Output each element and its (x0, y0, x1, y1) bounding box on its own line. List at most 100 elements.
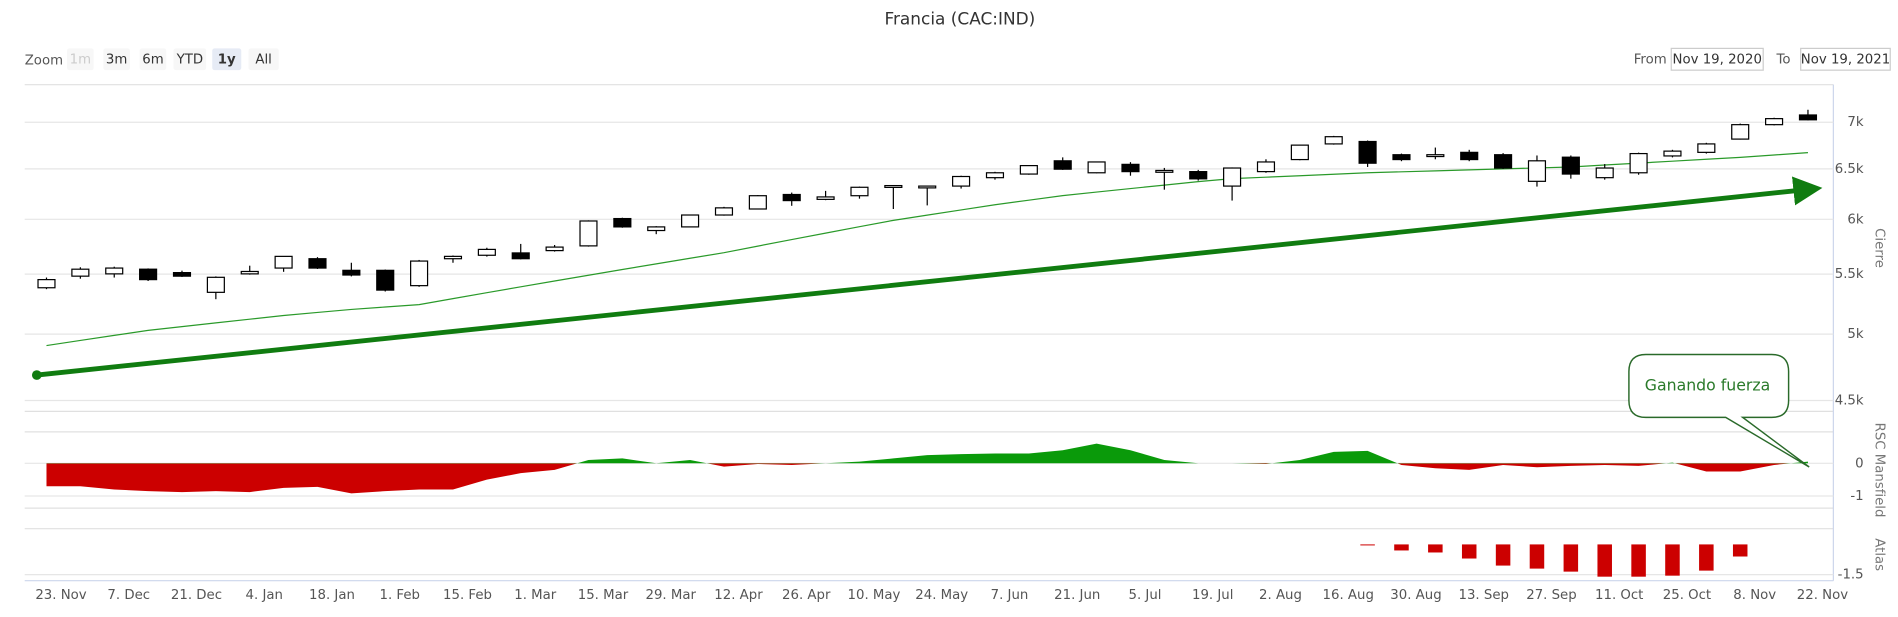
candle-body (1595, 167, 1614, 179)
candle-body (1731, 124, 1750, 140)
candle-body (918, 185, 937, 189)
zoom-button-label[interactable]: 3m (106, 52, 127, 67)
zoom-button-label[interactable]: YTD (176, 52, 203, 67)
candle-body (308, 258, 327, 269)
rsc-area (46, 443, 1808, 494)
zoom-buttons: 1m 3m 6m YTD 1y All (67, 48, 279, 71)
to-input[interactable] (1800, 47, 1891, 71)
candle-body (1019, 165, 1038, 175)
x-tick-label: 26. Apr (782, 588, 831, 603)
bar (1732, 544, 1748, 557)
bar (1360, 544, 1375, 546)
candle-body (1494, 154, 1513, 169)
candle-body (443, 255, 463, 260)
x-tick-label: 18. Jan (309, 588, 355, 603)
y-tick-label: -1.5 (1838, 568, 1864, 583)
candle-body (1324, 136, 1343, 145)
zoom-button-label[interactable]: 1y (218, 52, 236, 67)
x-tick-label: 25. Oct (1663, 588, 1711, 603)
candle-body (782, 193, 801, 202)
candle-body (105, 267, 124, 275)
bar (1529, 544, 1545, 569)
candle-body (342, 269, 361, 276)
bar (1428, 544, 1443, 553)
to-label: To (1776, 52, 1791, 67)
zoom-button[interactable] (248, 48, 279, 71)
candle-body (884, 184, 903, 189)
moving-average-line (46, 152, 1809, 347)
candle-body (1121, 163, 1140, 173)
from-input[interactable] (1670, 47, 1764, 71)
candle-body (1290, 144, 1309, 161)
to-date[interactable]: Nov 19, 2021 (1801, 52, 1890, 67)
candle-body (985, 172, 1005, 179)
candle-body (410, 260, 429, 287)
candle-body (274, 255, 293, 269)
candle-body (1256, 161, 1276, 173)
from-date[interactable]: Nov 19, 2020 (1673, 52, 1762, 67)
candle-body (613, 217, 632, 228)
x-tick-label: 7. Jun (991, 588, 1029, 603)
x-tick-label: 10. May (848, 588, 901, 603)
zoom-button-label[interactable]: 1m (70, 52, 91, 67)
x-tick-label: 12. Apr (714, 588, 763, 603)
bar (1563, 544, 1579, 572)
trend-start (31, 370, 42, 380)
candle-body (1392, 154, 1411, 161)
zoom-button[interactable] (139, 48, 167, 71)
candle-body (1223, 167, 1242, 187)
zoom-label: Zoom (25, 53, 63, 68)
bar (1699, 544, 1714, 571)
candle-body (1527, 160, 1547, 182)
candle-body (1629, 152, 1648, 174)
y-tick-label: 5.5k (1835, 267, 1864, 282)
bar (1461, 544, 1477, 559)
callout-text: Ganando fuerza (1645, 375, 1770, 394)
candle-body (647, 226, 666, 232)
x-tick-label: 7. Dec (107, 588, 150, 603)
zoom-button[interactable] (67, 48, 94, 71)
candle-body (1358, 140, 1377, 164)
x-tick-label: 29. Mar (646, 588, 697, 603)
bar (1665, 544, 1680, 576)
trend-arrow (36, 176, 1823, 378)
y-tick-label: 4.5k (1835, 393, 1864, 408)
from-label: From (1634, 52, 1667, 67)
x-tick-label: 19. Jul (1192, 588, 1233, 603)
x-tick-label: 23. Nov (35, 588, 86, 603)
zoom-button-label[interactable]: 6m (142, 52, 163, 67)
zoom-button-label[interactable]: All (255, 52, 272, 67)
candle-body (1561, 156, 1580, 175)
x-tick-label: 27. Sep (1526, 588, 1576, 603)
candle-body (1663, 150, 1682, 157)
candle-body (511, 252, 530, 260)
candle-body (71, 268, 90, 277)
candle-body (1155, 169, 1174, 173)
y-tick-label: 5k (1847, 327, 1863, 342)
zoom-button[interactable] (173, 48, 207, 71)
candle-body (1426, 154, 1445, 158)
zoom-button[interactable] (103, 48, 130, 71)
candle-body (579, 220, 598, 247)
candle-body (172, 272, 192, 277)
candle-body (1798, 114, 1818, 121)
bar (1394, 544, 1409, 551)
x-tick-label: 15. Mar (578, 588, 629, 603)
zoom-button[interactable] (212, 48, 242, 71)
candle-body (206, 276, 225, 293)
x-tick-label: 21. Dec (171, 588, 222, 603)
candle-body (37, 279, 56, 289)
candle-body (1697, 143, 1716, 153)
y-tick-label: 0 (1855, 456, 1863, 471)
y-axis-title: Cierre (1871, 228, 1886, 268)
chart-title: Francia (CAC:IND) (884, 8, 1035, 28)
candle-body (1765, 118, 1784, 126)
x-tick-label: 21. Jun (1054, 588, 1100, 603)
bar (1631, 544, 1646, 577)
candle-body (139, 268, 158, 281)
x-tick-label: 13. Sep (1459, 588, 1509, 603)
x-tick-label: 16. Aug (1323, 588, 1374, 603)
y-tick-label: -1 (1850, 489, 1863, 504)
bar (1597, 544, 1612, 577)
